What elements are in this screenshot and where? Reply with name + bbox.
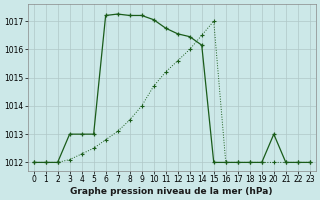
- X-axis label: Graphe pression niveau de la mer (hPa): Graphe pression niveau de la mer (hPa): [70, 187, 273, 196]
